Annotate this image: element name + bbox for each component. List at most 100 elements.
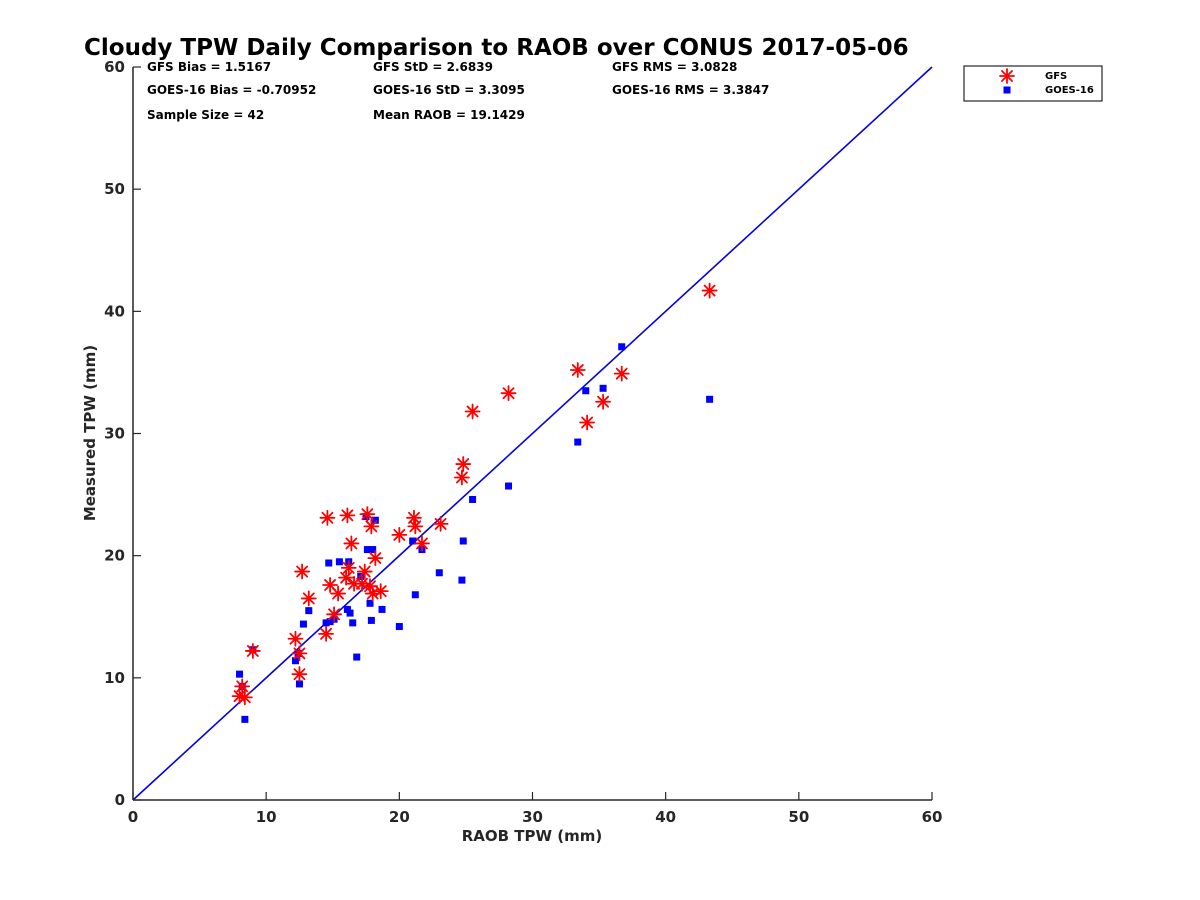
x-tick-label: 60 (922, 808, 943, 826)
point-goes16 (343, 605, 351, 613)
point-goes16 (574, 438, 582, 446)
point-gfs (343, 535, 360, 552)
stats-block: GFS Bias = 1.5167 GFS StD = 2.6839 GFS R… (147, 60, 769, 122)
point-goes16 (325, 559, 333, 567)
legend-label-goes16: GOES-16 (1045, 85, 1094, 96)
point-goes16 (305, 607, 313, 615)
point-gfs (363, 518, 380, 535)
point-goes16 (706, 395, 714, 403)
legend-marker-goes16 (1003, 86, 1011, 94)
point-gfs (291, 666, 308, 683)
stat-gfs-bias: GFS Bias = 1.5167 (147, 60, 271, 74)
x-tick-label: 30 (522, 808, 543, 826)
point-gfs (407, 518, 424, 535)
point-goes16 (366, 599, 374, 607)
point-gfs (595, 393, 611, 410)
x-tick-label: 20 (389, 808, 410, 826)
point-goes16 (369, 546, 377, 554)
point-gfs (291, 645, 308, 662)
point-gfs (414, 535, 430, 552)
ticks-layer: 0 10 20 30 40 50 60 0 10 20 30 40 50 60 (104, 58, 942, 826)
point-goes16 (458, 576, 466, 584)
point-gfs (701, 282, 718, 299)
x-tick-label: 50 (788, 808, 809, 826)
point-goes16 (411, 591, 419, 599)
data-points-layer (231, 282, 718, 723)
stat-goes16-bias: GOES-16 Bias = -0.70952 (147, 83, 316, 97)
x-axis-label: RAOB TPW (mm) (462, 827, 603, 845)
stat-gfs-rms: GFS RMS = 3.0828 (612, 60, 737, 74)
point-goes16 (505, 482, 513, 490)
point-gfs (391, 526, 408, 543)
point-goes16 (599, 384, 607, 392)
point-goes16 (409, 537, 417, 545)
x-tick-label: 0 (128, 808, 138, 826)
stat-mean-raob: Mean RAOB = 19.1429 (373, 108, 525, 122)
x-tick-label: 40 (655, 808, 676, 826)
point-gfs (319, 509, 336, 526)
legend-symbol-gfs (999, 68, 1015, 84)
point-gfs (367, 550, 384, 567)
point-gfs (359, 506, 376, 523)
stat-goes16-std: GOES-16 StD = 3.3095 (373, 83, 525, 97)
stat-goes16-rms: GOES-16 RMS = 3.3847 (612, 83, 769, 97)
point-gfs (234, 678, 251, 695)
point-gfs (464, 403, 481, 420)
point-goes16 (395, 623, 403, 631)
point-gfs (236, 689, 253, 706)
point-gfs (432, 516, 449, 532)
point-goes16 (295, 680, 303, 688)
point-goes16 (326, 618, 334, 626)
point-gfs (244, 643, 261, 659)
chart-title: Cloudy TPW Daily Comparison to RAOB over… (84, 35, 909, 61)
point-goes16 (363, 546, 371, 554)
reference-line-layer (132, 66, 933, 801)
point-gfs (339, 507, 356, 524)
point-gfs (294, 563, 311, 580)
legend-label-gfs: GFS (1045, 71, 1067, 82)
point-goes16 (322, 619, 330, 627)
point-goes16 (367, 616, 375, 624)
point-goes16 (241, 715, 249, 723)
stat-gfs-std: GFS StD = 2.6839 (373, 60, 493, 74)
point-goes16 (291, 657, 299, 665)
legend-marker-gfs (999, 68, 1015, 84)
y-tick-label: 50 (104, 180, 125, 198)
point-goes16 (236, 670, 244, 678)
point-goes16 (435, 569, 443, 577)
y-tick-label: 30 (104, 425, 125, 443)
point-gfs (340, 559, 357, 576)
point-goes16 (349, 619, 357, 627)
point-goes16 (353, 653, 361, 661)
legend-symbol-goes16 (1003, 86, 1011, 94)
y-tick-label: 0 (115, 791, 125, 809)
y-axis-label: Measured TPW (mm) (81, 345, 99, 521)
point-gfs (300, 590, 317, 607)
point-goes16 (459, 537, 467, 545)
point-gfs (579, 414, 595, 431)
point-gfs (318, 625, 334, 642)
y-tick-label: 20 (104, 547, 125, 565)
y-tick-label: 60 (104, 58, 125, 76)
point-gfs (330, 585, 346, 602)
one-to-one-line (132, 66, 933, 801)
legend-box (963, 65, 1103, 102)
point-gfs (455, 456, 472, 472)
legend: GFS GOES-16 (963, 65, 1103, 102)
point-gfs (613, 365, 630, 382)
point-gfs (338, 569, 354, 586)
point-goes16 (335, 558, 343, 566)
point-gfs (569, 362, 586, 378)
y-tick-label: 40 (104, 302, 125, 320)
stat-sample-size: Sample Size = 42 (147, 108, 264, 122)
point-goes16 (371, 516, 379, 524)
point-gfs (287, 630, 304, 647)
point-gfs (326, 606, 342, 623)
point-goes16 (299, 620, 307, 628)
point-goes16 (618, 343, 626, 351)
y-tick-label: 10 (104, 669, 125, 687)
point-gfs (454, 469, 470, 486)
point-goes16 (378, 605, 386, 613)
point-gfs (372, 583, 389, 599)
